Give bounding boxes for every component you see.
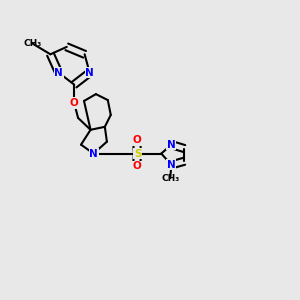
Text: N: N	[54, 68, 63, 78]
Text: O: O	[132, 161, 141, 171]
Text: N: N	[167, 160, 176, 170]
Text: N: N	[167, 140, 176, 150]
Text: S: S	[134, 148, 141, 159]
Text: CH₃: CH₃	[23, 39, 42, 48]
Text: CH₃: CH₃	[161, 174, 179, 183]
Text: O: O	[132, 136, 141, 146]
Text: N: N	[85, 68, 94, 78]
Text: N: N	[89, 148, 98, 159]
Text: O: O	[70, 98, 79, 108]
